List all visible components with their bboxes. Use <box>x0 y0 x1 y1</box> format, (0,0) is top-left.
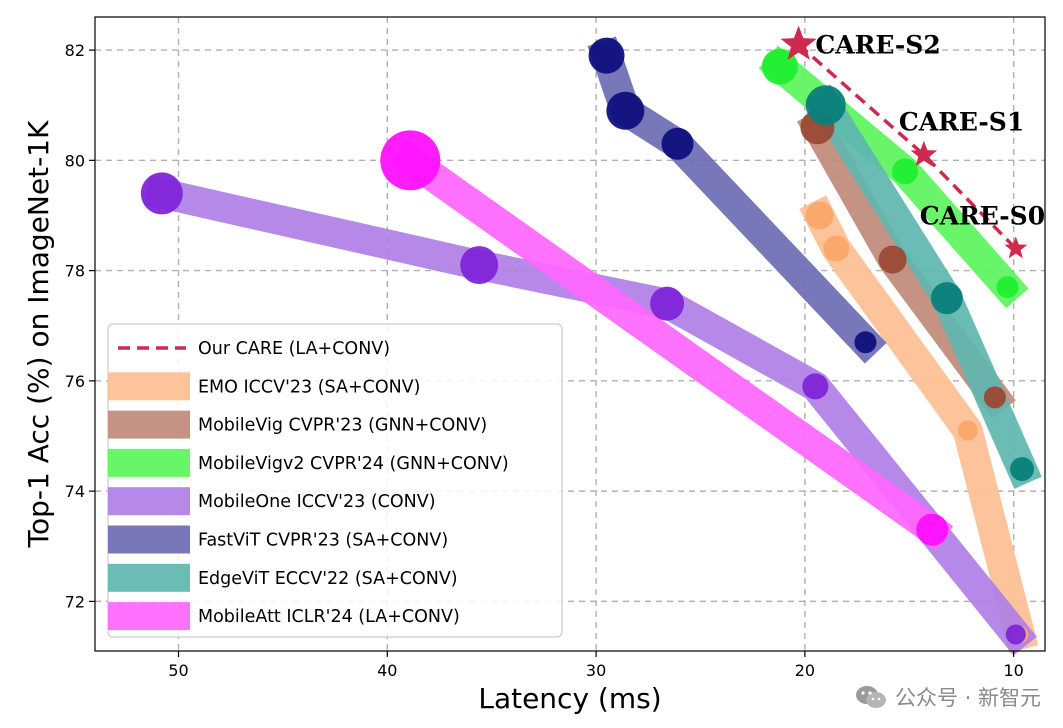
legend-swatch <box>108 410 190 439</box>
data-point <box>380 130 441 191</box>
care-annotation: CARE-S0 <box>920 201 1045 230</box>
y-tick-label: 74 <box>65 482 85 501</box>
watermark-text: 公众号 · 新智元 <box>894 686 1041 710</box>
care-series <box>780 25 1028 259</box>
plot-frame <box>94 16 1046 652</box>
care-star <box>1004 236 1028 259</box>
x-tick-label: 40 <box>377 661 397 680</box>
data-point <box>996 276 1019 299</box>
series-band <box>389 139 954 551</box>
data-point <box>661 127 694 160</box>
data-point <box>930 282 963 315</box>
data-point <box>916 513 949 546</box>
y-axis-title: Top-1 Acc (%) on ImageNet-1K <box>22 120 55 548</box>
legend-label: EMO ICCV'23 (SA+CONV) <box>198 377 420 397</box>
legend-swatch <box>108 448 190 477</box>
x-tick-label: 50 <box>168 661 188 680</box>
y-tick-label: 76 <box>65 372 85 391</box>
y-tick-label: 82 <box>65 41 85 60</box>
data-point <box>802 373 829 400</box>
legend-label: MobileOne ICCV'23 (CONV) <box>198 492 436 512</box>
x-tick-label: 30 <box>586 661 606 680</box>
legend-label: EdgeViT ECCV'22 (SA+CONV) <box>198 569 458 589</box>
data-point <box>823 235 850 262</box>
series-points <box>140 37 1035 645</box>
data-point <box>606 91 645 130</box>
data-point <box>1010 457 1035 482</box>
data-point <box>460 246 499 285</box>
legend-label: MobileAtt ICLR'24 (LA+CONV) <box>198 607 460 627</box>
care-star <box>780 25 817 60</box>
data-point <box>854 331 877 354</box>
data-point <box>650 286 685 321</box>
watermark: 公众号 · 新智元 <box>855 682 1041 712</box>
series-band <box>587 36 887 364</box>
care-annotation: CARE-S1 <box>899 108 1024 137</box>
care-star <box>910 140 938 167</box>
y-tick-label: 78 <box>65 262 85 281</box>
legend-swatch <box>108 525 190 554</box>
y-tick-label: 72 <box>65 592 85 611</box>
legend-label: Our CARE (LA+CONV) <box>198 339 390 359</box>
legend-label: FastViT CVPR'23 (SA+CONV) <box>198 531 448 551</box>
legend-swatch <box>108 372 190 401</box>
y-tick-label: 80 <box>65 151 85 170</box>
data-point <box>805 85 846 126</box>
legend-swatch <box>108 563 190 592</box>
data-point <box>892 158 919 185</box>
x-tick-label: 10 <box>1004 661 1024 680</box>
series-band <box>799 195 1039 653</box>
legend-label: MobileVigv2 CVPR'24 (GNN+CONV) <box>198 454 509 474</box>
data-point <box>140 172 183 215</box>
data-point <box>1005 624 1026 645</box>
care-line <box>797 43 1018 250</box>
legend: Our CARE (LA+CONV) EMO ICCV'23 (SA+CONV) M… <box>107 323 563 638</box>
legend-label: MobileVig CVPR'23 (GNN+CONV) <box>198 416 487 436</box>
data-point <box>878 245 907 274</box>
wechat-icon <box>855 686 886 708</box>
data-point <box>588 37 625 74</box>
axes: 50 40 30 20 10 72 74 76 78 80 82 Latency (ms) Top-1 … <box>22 16 1046 715</box>
care-annotations: CARE-S2 CARE-S1 CARE-S0 <box>815 31 1045 231</box>
data-point <box>983 386 1006 409</box>
legend-box <box>107 323 563 638</box>
care-annotation: CARE-S2 <box>815 31 940 60</box>
legend-swatch <box>108 487 190 516</box>
legend-swatch <box>108 602 190 631</box>
x-tick-label: 20 <box>795 661 815 680</box>
data-point <box>805 201 834 230</box>
data-point <box>957 420 978 441</box>
x-axis-title: Latency (ms) <box>478 682 661 715</box>
